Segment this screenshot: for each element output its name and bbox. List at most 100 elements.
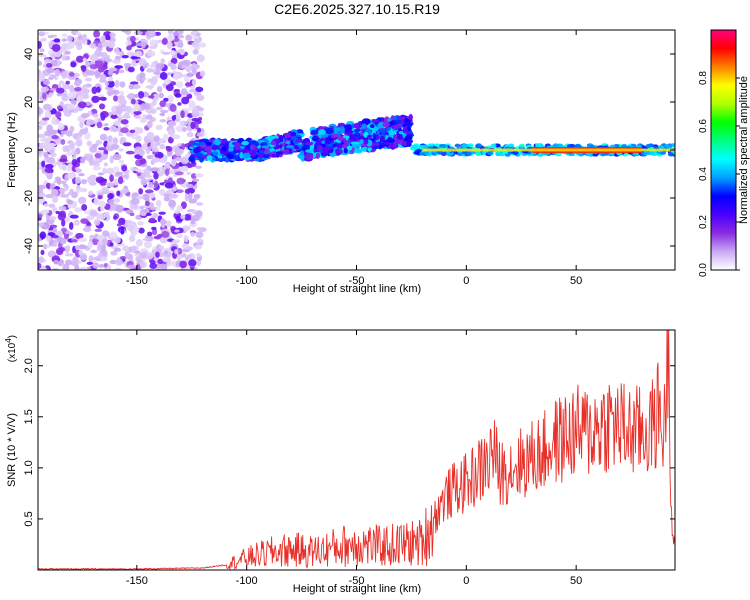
heatmap-cell <box>41 160 46 168</box>
heatmap-cell <box>125 150 135 155</box>
heatmap-cell <box>41 37 47 42</box>
heatmap-cell <box>318 149 323 153</box>
heatmap-cell <box>152 93 160 102</box>
heatmap-cell <box>139 251 148 259</box>
heatmap-cell <box>264 148 269 155</box>
heatmap-cell <box>38 125 43 130</box>
colorbar-gradient <box>711 30 736 270</box>
heatmap-cell <box>92 162 101 167</box>
heatmap-cell <box>117 95 125 100</box>
heatmap-cell <box>177 247 183 255</box>
heatmap-cell <box>190 173 197 179</box>
heatmap-cell <box>80 156 86 164</box>
heatmap-cell <box>38 54 47 58</box>
heatmap-cell <box>111 111 117 116</box>
heatmap-cell <box>78 187 88 193</box>
heatmap-cell <box>44 130 53 137</box>
heatmap-cell <box>138 188 144 195</box>
heatmap-cell <box>138 58 147 67</box>
heatmap-cell <box>228 147 234 152</box>
heatmap-cell <box>55 210 60 215</box>
heatmap-cell <box>76 184 81 190</box>
colorbar-tick-label: 0.4 <box>698 167 709 181</box>
heatmap-cell <box>186 131 194 138</box>
heatmap-cell <box>101 54 110 61</box>
heatmap-cell <box>111 113 118 120</box>
heatmap-cell <box>344 130 354 134</box>
heatmap-cell <box>361 118 371 125</box>
heatmap-cell <box>332 127 342 132</box>
heatmap-cell <box>147 146 152 152</box>
heatmap-cell <box>113 127 120 132</box>
heatmap-cell <box>297 144 303 148</box>
heatmap-cell <box>97 252 103 260</box>
heatmap-cell <box>512 150 519 155</box>
heatmap-cell <box>97 194 103 200</box>
heatmap-cell <box>82 227 92 232</box>
heatmap-cell <box>99 103 106 110</box>
heatmap-cell <box>161 231 170 238</box>
heatmap-cell <box>56 105 63 110</box>
heatmap-cell <box>115 171 124 176</box>
heatmap-cell <box>185 183 194 189</box>
heatmap-cell <box>343 147 348 154</box>
heatmap-cell <box>106 80 115 88</box>
heatmap-cell <box>87 176 96 184</box>
snr-panel: -150 -100 -50 0 50 0.5 1.0 1.5 2.0 Height of str… <box>4 329 676 595</box>
heatmap-cell <box>49 250 56 257</box>
heatmap-cell <box>67 173 75 180</box>
heatmap-cell <box>62 163 67 171</box>
heatmap-cell <box>45 63 53 68</box>
heatmap-cell <box>46 156 56 164</box>
heatmap-cell <box>73 220 80 225</box>
heatmap-cell <box>104 81 110 87</box>
heatmap-cell <box>325 127 334 135</box>
colorbar-tick-label: 0.8 <box>698 71 709 85</box>
heatmap-cell <box>336 143 344 149</box>
heatmap-cell <box>47 35 53 39</box>
heatmap-cell <box>142 237 151 242</box>
heatmap-cell <box>48 227 54 231</box>
heatmap-cell <box>88 158 94 166</box>
heatmap-cell <box>658 145 665 150</box>
heatmap-cell <box>113 120 121 127</box>
heatmap-cell <box>67 91 77 100</box>
heatmap-cell <box>179 260 187 269</box>
heatmap-cell <box>55 111 62 119</box>
heatmap-cell <box>122 142 132 147</box>
heatmap-cell <box>179 120 188 127</box>
spectrogram-ytick-label: 40 <box>23 48 35 60</box>
heatmap-cell <box>126 94 134 99</box>
heatmap-cell <box>135 239 143 247</box>
heatmap-cell <box>66 199 74 205</box>
snr-xtick-label: 50 <box>570 575 582 587</box>
heatmap-cell <box>42 117 50 121</box>
heatmap-cell <box>194 121 199 130</box>
heatmap-cell <box>58 205 67 211</box>
heatmap-cell <box>195 86 204 93</box>
heatmap-cell <box>49 183 55 190</box>
snr-xtick-label: -100 <box>236 575 258 587</box>
heatmap-cell <box>99 73 107 82</box>
heatmap-cell <box>123 123 129 128</box>
heatmap-cell <box>54 50 62 58</box>
heatmap-cell <box>62 82 69 90</box>
spectrogram-heatmap <box>38 30 675 270</box>
spectrogram-panel: -150 -100 -50 0 50 -40 -20 0 20 40 Height of stra… <box>6 29 676 295</box>
snr-ytick-label: 0.5 <box>23 511 35 526</box>
heatmap-cell <box>109 231 118 239</box>
heatmap-cell <box>154 71 161 76</box>
heatmap-cell <box>180 91 190 95</box>
heatmap-cell <box>190 231 196 237</box>
heatmap-cell <box>171 159 176 165</box>
heatmap-cell <box>58 80 64 85</box>
heatmap-cell <box>353 132 361 138</box>
heatmap-cell <box>52 241 58 247</box>
heatmap-cell <box>155 266 162 270</box>
heatmap-cell <box>195 32 201 37</box>
heatmap-cell <box>120 127 129 134</box>
heatmap-cell <box>346 145 353 151</box>
heatmap-cell <box>110 144 120 150</box>
heatmap-cell <box>67 192 72 196</box>
heatmap-cell <box>285 144 294 149</box>
